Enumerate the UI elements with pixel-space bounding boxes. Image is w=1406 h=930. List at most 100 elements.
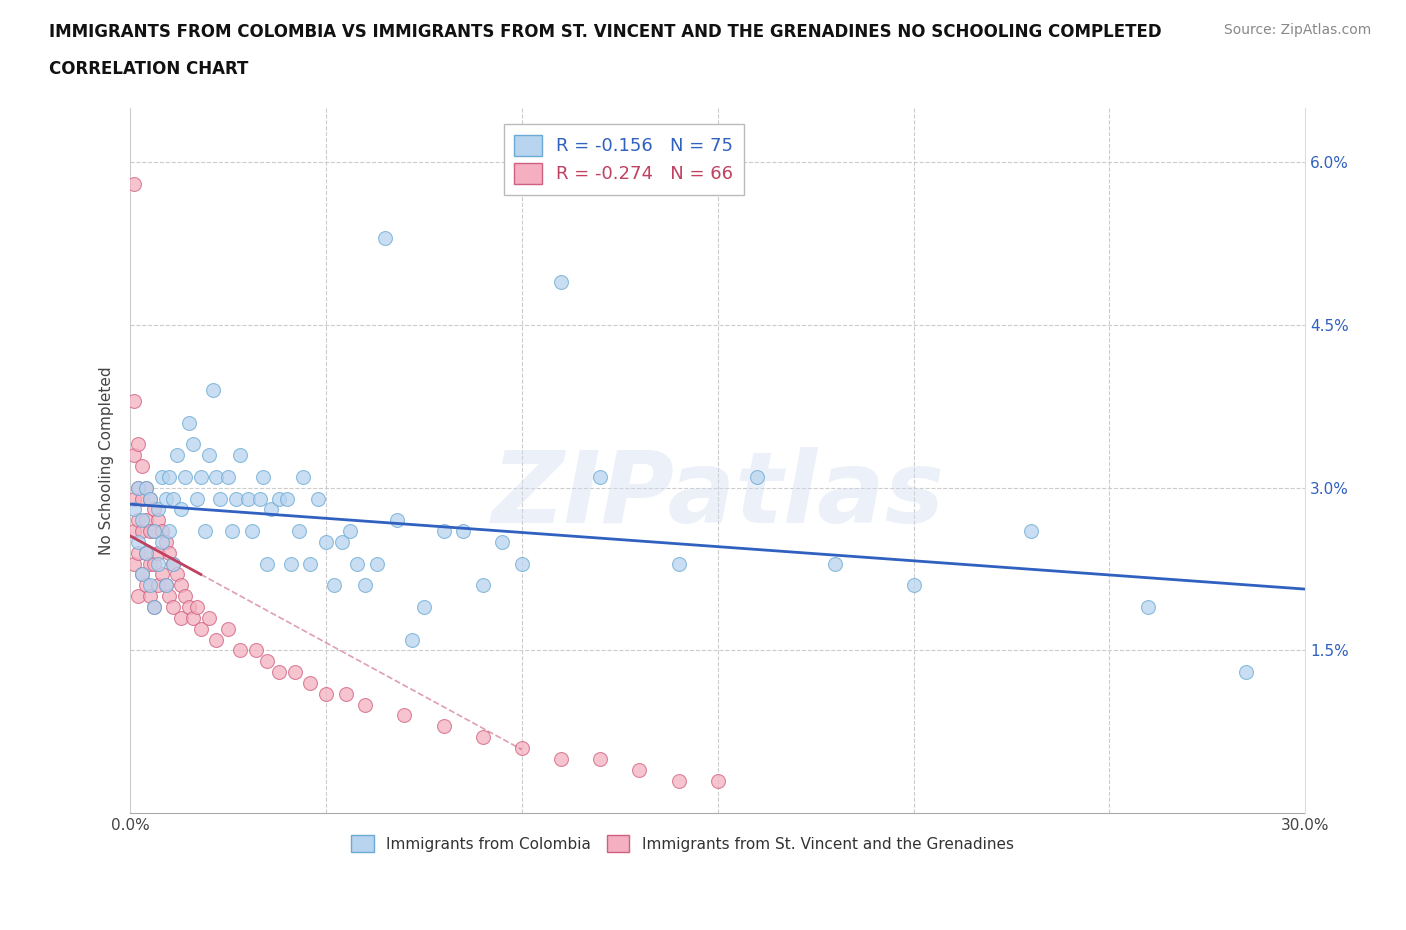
Point — [197, 610, 219, 625]
Point — [150, 524, 173, 538]
Point — [142, 502, 165, 517]
Point — [229, 447, 252, 462]
Point — [194, 524, 217, 538]
Point — [122, 556, 145, 571]
Point — [374, 231, 396, 246]
Point — [346, 556, 368, 571]
Point — [139, 578, 162, 592]
Point — [139, 589, 162, 604]
Point — [142, 600, 165, 615]
Point — [142, 556, 165, 571]
Point — [127, 480, 149, 495]
Y-axis label: No Schooling Completed: No Schooling Completed — [100, 366, 114, 555]
Point — [668, 556, 690, 571]
Point — [131, 567, 153, 582]
Point — [150, 470, 173, 485]
Point — [451, 524, 474, 538]
Point — [385, 512, 408, 527]
Point — [122, 177, 145, 192]
Point — [131, 491, 153, 506]
Point — [217, 470, 239, 485]
Point — [122, 447, 145, 462]
Point — [127, 480, 149, 495]
Point — [236, 491, 259, 506]
Point — [127, 437, 149, 452]
Point — [706, 773, 728, 788]
Point — [186, 491, 208, 506]
Point — [122, 524, 145, 538]
Point — [205, 470, 228, 485]
Point — [510, 556, 533, 571]
Point — [1234, 665, 1257, 680]
Point — [159, 524, 181, 538]
Point — [139, 524, 162, 538]
Point — [190, 470, 212, 485]
Point — [249, 491, 271, 506]
Point — [174, 470, 197, 485]
Point — [170, 610, 193, 625]
Point — [197, 447, 219, 462]
Point — [127, 589, 149, 604]
Point — [628, 763, 651, 777]
Point — [269, 665, 291, 680]
Point — [122, 393, 145, 408]
Text: Source: ZipAtlas.com: Source: ZipAtlas.com — [1223, 23, 1371, 37]
Point — [146, 502, 169, 517]
Point — [127, 512, 149, 527]
Point — [135, 512, 157, 527]
Point — [401, 632, 423, 647]
Point — [155, 578, 177, 592]
Point — [131, 567, 153, 582]
Point — [127, 545, 149, 560]
Point — [135, 480, 157, 495]
Point — [155, 535, 177, 550]
Point — [471, 578, 494, 592]
Point — [745, 470, 768, 485]
Point — [142, 524, 165, 538]
Text: ZIPatlas: ZIPatlas — [491, 447, 945, 544]
Point — [162, 556, 184, 571]
Point — [510, 740, 533, 755]
Point — [315, 535, 337, 550]
Point — [1137, 600, 1160, 615]
Point — [284, 665, 307, 680]
Point — [150, 535, 173, 550]
Point — [229, 643, 252, 658]
Point — [330, 535, 353, 550]
Point — [177, 415, 200, 430]
Point — [139, 491, 162, 506]
Point — [240, 524, 263, 538]
Point — [131, 524, 153, 538]
Point — [142, 524, 165, 538]
Text: IMMIGRANTS FROM COLOMBIA VS IMMIGRANTS FROM ST. VINCENT AND THE GRENADINES NO SC: IMMIGRANTS FROM COLOMBIA VS IMMIGRANTS F… — [49, 23, 1161, 41]
Point — [413, 600, 436, 615]
Point — [142, 600, 165, 615]
Point — [335, 686, 357, 701]
Point — [366, 556, 388, 571]
Point — [135, 545, 157, 560]
Point — [135, 545, 157, 560]
Point — [181, 610, 204, 625]
Point — [471, 730, 494, 745]
Point — [252, 470, 274, 485]
Point — [299, 556, 322, 571]
Point — [170, 502, 193, 517]
Legend: Immigrants from Colombia, Immigrants from St. Vincent and the Grenadines: Immigrants from Colombia, Immigrants fro… — [344, 829, 1019, 858]
Point — [589, 751, 612, 766]
Point — [181, 437, 204, 452]
Point — [354, 698, 377, 712]
Point — [205, 632, 228, 647]
Point — [245, 643, 267, 658]
Point — [159, 545, 181, 560]
Point — [139, 556, 162, 571]
Point — [433, 524, 456, 538]
Point — [159, 589, 181, 604]
Point — [190, 621, 212, 636]
Point — [170, 578, 193, 592]
Point — [256, 654, 278, 669]
Point — [260, 502, 283, 517]
Point — [166, 447, 188, 462]
Point — [201, 382, 224, 397]
Point — [122, 502, 145, 517]
Point — [186, 600, 208, 615]
